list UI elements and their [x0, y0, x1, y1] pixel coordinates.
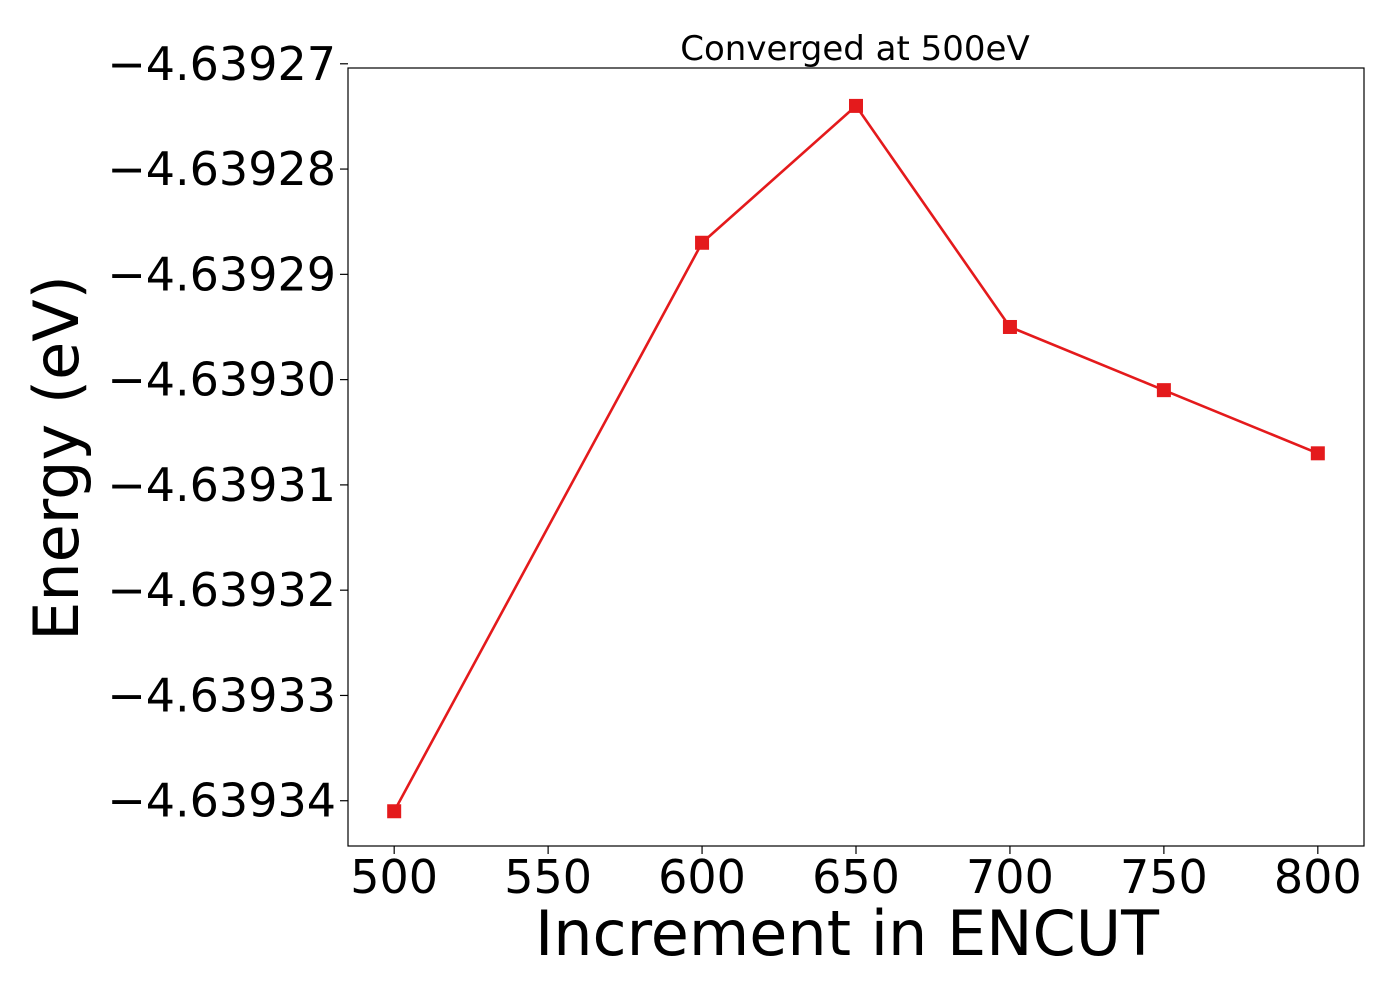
- y-tick-label: −4.63927: [107, 37, 336, 91]
- x-tick-label: 600: [658, 850, 746, 904]
- series-line: [393, 104, 1319, 812]
- y-tick-label: −4.63934: [107, 774, 336, 828]
- y-tick-label: −4.63933: [107, 668, 336, 722]
- y-tick-label: −4.63929: [107, 247, 336, 301]
- x-tick-label: 650: [812, 850, 900, 904]
- x-tick-label: 550: [504, 850, 592, 904]
- x-tick-label: 700: [966, 850, 1054, 904]
- chart-title: Converged at 500eV: [680, 29, 1029, 69]
- data-point-marker: [1310, 446, 1325, 461]
- x-tick-label: 500: [350, 850, 438, 904]
- y-tick-label: −4.63932: [107, 563, 336, 617]
- data-point-marker: [1002, 319, 1017, 334]
- series-layer: [387, 98, 1325, 819]
- x-tick-label: 750: [1120, 850, 1208, 904]
- data-point-marker: [1156, 383, 1171, 398]
- x-axis-label: Increment in ENCUT: [535, 897, 1160, 970]
- y-axis-ticks: −4.63927 −4.63928 −4.63929 −4.63930 −4.63931…: [107, 37, 348, 828]
- x-tick-label: 800: [1274, 850, 1362, 904]
- y-axis-label: Energy (eV): [20, 275, 93, 641]
- y-tick-label: −4.63931: [107, 458, 336, 512]
- data-point-marker: [387, 804, 402, 819]
- data-point-marker: [695, 235, 710, 250]
- data-point-marker: [849, 98, 863, 113]
- x-axis-ticks: 500 550 600 650 700 750 800: [350, 846, 1362, 904]
- y-tick-label: −4.63930: [107, 353, 336, 407]
- plot-frame: [347, 67, 1365, 847]
- y-tick-label: −4.63928: [107, 142, 336, 196]
